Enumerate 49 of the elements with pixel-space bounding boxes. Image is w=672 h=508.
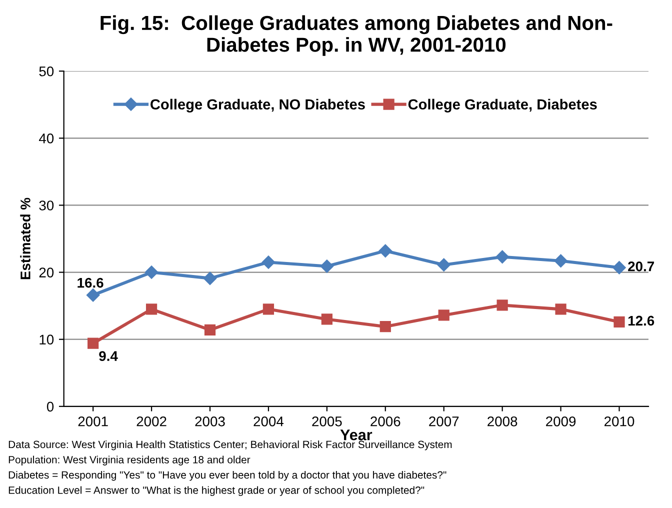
point <box>612 261 626 274</box>
y-tick-label: 20 <box>39 268 54 278</box>
point <box>614 316 625 328</box>
point <box>262 304 274 315</box>
x-tick-label: 2004 <box>254 416 284 426</box>
x-tick-label: 2005 <box>312 416 342 426</box>
point <box>380 321 391 332</box>
y-tick-label: 0 <box>46 402 54 412</box>
source-note: Data Source: West Virginia Health Statistics Center; Behavioral Risk Factor Surveillance System <box>8 440 452 450</box>
point <box>437 258 450 272</box>
text: Education Level = Answer to "What is the highest grade or year of school you completed?" <box>8 486 424 496</box>
point <box>144 266 158 279</box>
x-tick-label: 2006 <box>370 416 400 426</box>
x-tick-label: 2003 <box>195 416 225 426</box>
x-tick-label: 2008 <box>488 416 518 426</box>
point <box>555 304 566 315</box>
point <box>204 324 216 336</box>
y-axis-title: Estimated % <box>20 198 30 280</box>
point <box>496 300 508 311</box>
point <box>88 338 99 349</box>
chart-title: Fig. 15: College Graduates among Diabetes and Non- Diabetes Pop. in WV, 2001-2010 <box>100 15 612 56</box>
point <box>203 272 217 285</box>
y-tick-label: 30 <box>39 200 54 210</box>
x-tick-label: 2010 <box>604 416 634 426</box>
y-tick-label: 40 <box>38 134 54 144</box>
x-tick-label: 2002 <box>136 416 166 426</box>
x-tick-label: 2007 <box>429 416 459 426</box>
data-label: 16.6 <box>78 278 104 288</box>
legend-label: College Graduate, Diabetes <box>408 98 597 112</box>
data-label: 12.6 <box>628 316 654 326</box>
point <box>146 304 158 315</box>
text: Population: West Virginia residents age 18 and older <box>8 456 250 466</box>
x-tick-label: 2001 <box>78 416 108 426</box>
point <box>321 314 332 325</box>
point <box>554 254 568 268</box>
y-tick-label: 10 <box>40 334 54 345</box>
text: Diabetes = Responding "Yes" to "Have you ever been told by a doctor that you have diabetes?" <box>8 470 446 481</box>
point <box>378 244 392 258</box>
point <box>496 250 509 264</box>
data-label: 9.4 <box>99 351 118 361</box>
legend-label: College Graduate, NO Diabetes <box>150 98 365 112</box>
data-label: 20.7 <box>628 261 654 272</box>
x-axis-title: Year <box>340 430 372 440</box>
point <box>320 260 334 273</box>
y-tick-label: 50 <box>39 66 54 76</box>
point <box>86 288 100 302</box>
point <box>262 256 276 269</box>
x-tick-label: 2009 <box>546 416 576 426</box>
point <box>438 310 450 321</box>
